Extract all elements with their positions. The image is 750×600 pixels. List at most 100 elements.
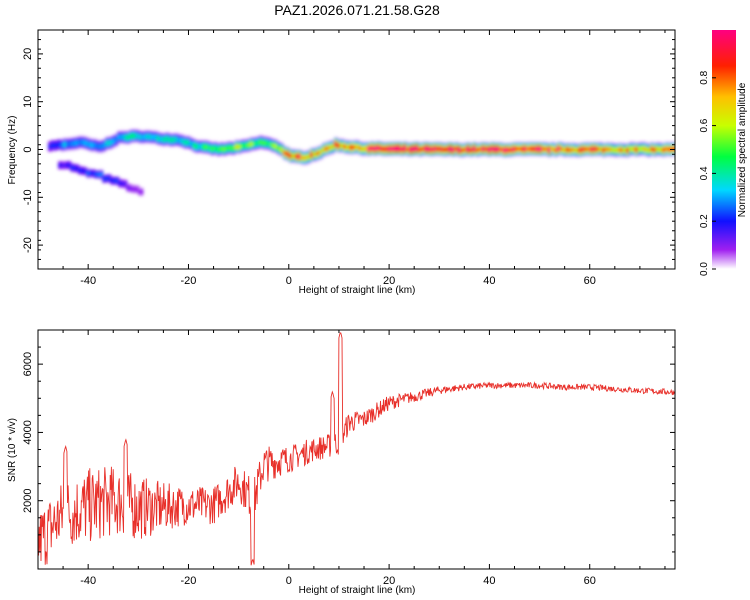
ridge-cell-94-3 <box>330 144 336 150</box>
ridge-cell-16-3 <box>96 143 101 149</box>
colorbar-ticks: 0.0 0.2 0.4 0.6 0.8 <box>699 70 716 276</box>
ridge-cell-8-3 <box>72 141 77 146</box>
branch-cell-0-3 <box>58 163 64 168</box>
spectrogram-panel: -40 -20 0 20 40 60 -20 -10 0 10 20 Height of stra… <box>7 29 676 296</box>
colorbar-label: Normalized spectral amplitude <box>737 82 748 217</box>
ridge-cell-111-3 <box>382 146 387 152</box>
ridge-cell-138-3 <box>463 147 468 152</box>
ridge-cell-154-3 <box>511 147 516 152</box>
ridge-cell-181-3 <box>592 146 597 152</box>
ridge-cell-48-3 <box>192 143 197 148</box>
branch-cell-5-3 <box>78 168 84 173</box>
ridge-cell-44-3 <box>180 138 185 144</box>
ridge-cell-77-3 <box>279 147 284 153</box>
ridge-cell-37-3 <box>159 136 164 142</box>
snr-x-axis-label: Height of straight line (km) <box>299 585 416 596</box>
ridge-cell-22-3 <box>114 137 119 143</box>
ridge-cell-28-3 <box>132 133 137 139</box>
branch-cell-18-3 <box>130 187 136 191</box>
ridge-cell-71-3 <box>261 140 266 146</box>
spectrogram-y-tick-label-0: -20 <box>22 237 34 253</box>
ridge-cell-163-3 <box>538 146 543 152</box>
ridge-cell-145-3 <box>484 146 489 152</box>
ridge-cell-18-3 <box>102 143 107 148</box>
snr-x-tick-label-5: 60 <box>584 575 596 587</box>
chart-title: PAZ1.2026.071.21.58.G28 <box>274 2 440 18</box>
ridge-cell-140-3 <box>469 147 474 153</box>
ridge-cell-141-3 <box>472 146 477 152</box>
ridge-cell-9-3 <box>75 140 80 146</box>
ridge-cell-5-3 <box>63 142 68 147</box>
ridge-cell-158-3 <box>523 146 528 152</box>
ridge-cell-190-3 <box>619 147 624 153</box>
ridge-cell-113-3 <box>388 146 393 152</box>
ridge-cell-58-3 <box>222 146 227 152</box>
colorbar-tick-label-1: 0.2 <box>699 214 710 228</box>
ridge-cell-184-3 <box>601 147 606 153</box>
ridge-cell-167-3 <box>550 146 555 152</box>
ridge-cell-51-3 <box>201 144 206 150</box>
ridge-cell-135-3 <box>454 146 459 152</box>
ridge-cell-194-3 <box>631 146 637 152</box>
spectrogram-y-ticks: -20 -10 0 10 20 <box>22 29 675 270</box>
ridge-cell-54-3 <box>210 146 215 152</box>
ridge-cell-59-3 <box>225 145 230 151</box>
ridge-cell-162-3 <box>535 146 540 152</box>
ridge-cell-75-3 <box>273 143 278 149</box>
ridge-cell-10-3 <box>78 139 83 145</box>
ridge-cell-70-3 <box>258 139 263 145</box>
ridge-cell-155-3 <box>514 146 519 152</box>
ridge-cell-171-3 <box>562 147 567 153</box>
ridge-cell-116-3 <box>397 146 402 151</box>
ridge-cell-122-3 <box>415 146 420 151</box>
ridge-cell-114-3 <box>391 146 396 152</box>
ridge-cell-203-3 <box>658 147 664 152</box>
snr-y-tick-label-1: 4000 <box>22 420 34 444</box>
ridge-cell-88-3 <box>312 152 318 157</box>
ridge-cell-173-3 <box>568 147 573 153</box>
ridge-cell-30-3 <box>138 134 143 140</box>
snr-x-ticks: -40 -20 0 20 40 60 <box>37 330 666 587</box>
ridge-cell-61-3 <box>231 146 236 151</box>
ridge-cell-182-3 <box>595 146 600 152</box>
ridge-cell-80-3 <box>288 153 293 159</box>
ridge-cell-33-3 <box>147 134 152 140</box>
ridge-cell-153-3 <box>508 147 513 153</box>
ridge-cell-11-3 <box>81 140 86 145</box>
ridge-cell-36-3 <box>156 136 161 141</box>
ridge-cell-72-3 <box>264 140 269 146</box>
ridge-cell-6-3 <box>66 141 71 147</box>
ridge-cell-149-3 <box>496 146 501 152</box>
ridge-cell-68-3 <box>252 141 257 147</box>
spectrogram-x-tick-label-0: -40 <box>80 275 96 287</box>
ridge-cell-144-3 <box>481 146 486 152</box>
ridge-cell-123-3 <box>418 147 423 153</box>
ridge-cell-63-3 <box>237 144 242 150</box>
ridge-cell-27-3 <box>129 133 134 139</box>
ridge-cell-127-3 <box>430 147 435 152</box>
ridge-cell-205-3 <box>665 146 670 152</box>
ridge-cell-92-3 <box>324 146 330 152</box>
ridge-cell-83-3 <box>297 154 302 159</box>
ridge-cell-131-3 <box>442 147 447 152</box>
branch-cell-16-3 <box>122 182 128 186</box>
ridge-cell-128-3 <box>433 146 438 152</box>
ridge-cell-31-3 <box>141 134 146 140</box>
snr-y-ticks: 2000 4000 6000 <box>22 329 675 553</box>
spectrogram-y-axis-label: Frequency (Hz) <box>7 116 18 185</box>
branch-cell-17-3 <box>126 185 132 190</box>
ridge-cell-197-3 <box>640 146 646 151</box>
ridge-cell-174-3 <box>571 147 576 152</box>
colorbar-gradient <box>712 30 736 269</box>
ridge-cell-189-3 <box>616 147 621 153</box>
ridge-cell-202-3 <box>655 146 661 152</box>
spectrogram-x-tick-label-3: 20 <box>383 275 395 287</box>
ridge-cell-175-3 <box>574 147 579 153</box>
ridge-cell-57-3 <box>219 146 224 152</box>
ridge-cell-55-3 <box>213 145 218 151</box>
ridge-cell-0-3 <box>48 144 53 149</box>
branch-cell-11-3 <box>102 176 108 181</box>
ridge-cell-136-3 <box>457 147 462 153</box>
spectrogram-x-ticks: -40 -20 0 20 40 60 <box>37 30 666 287</box>
